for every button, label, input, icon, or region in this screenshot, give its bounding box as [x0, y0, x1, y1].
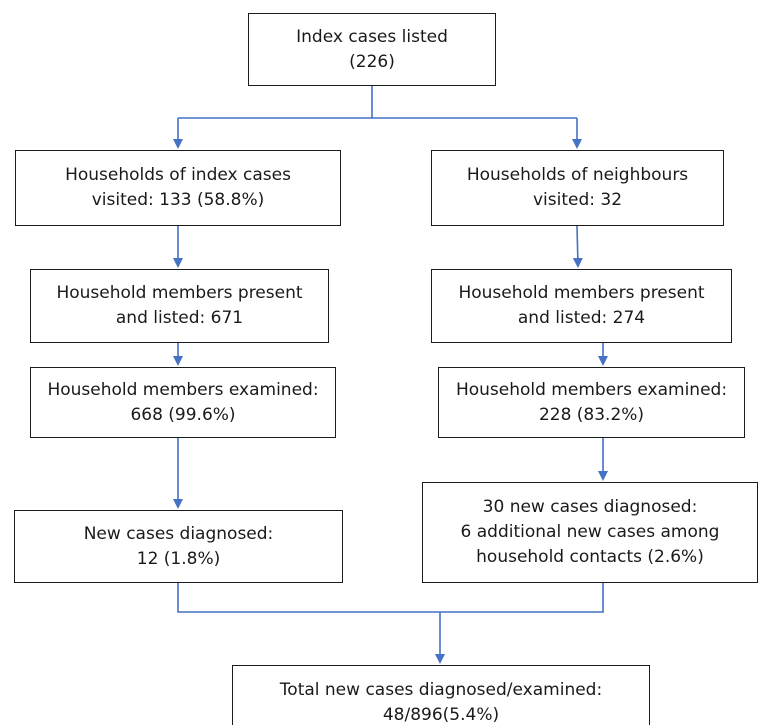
new-cases-left-line-2: 12 (1.8%): [136, 548, 221, 569]
members-listed-left-line-1: Household members present: [56, 283, 303, 303]
members-examined-left-box: Household members examined: 668 (99.6%): [30, 367, 336, 438]
new-cases-right-line-1: 30 new cases diagnosed:: [482, 497, 698, 517]
households-neighbours-line-1: Households of neighbours: [466, 165, 689, 185]
total-new-cases-box: Total new cases diagnosed/examined: 48/8…: [232, 665, 650, 725]
households-neighbours-line-2: visited: 32: [532, 190, 623, 210]
members-examined-left-line-1: Household members examined:: [47, 379, 319, 400]
index-cases-box: Index cases listed (226): [248, 13, 496, 86]
index-cases-line-1: Index cases listed: [296, 26, 448, 47]
new-cases-right-line-3: household contacts (2.6%): [476, 547, 704, 567]
new-cases-right-line-2: 6 additional new cases among: [460, 522, 720, 542]
households-index-box: Households of index cases visited: 133 (…: [15, 150, 341, 226]
index-cases-line-2: (226): [349, 51, 395, 72]
members-examined-right-line-2: 228 (83.2%): [538, 404, 645, 425]
members-listed-right-line-2: and listed: 274: [517, 308, 646, 328]
flowchart-connectors: [173, 86, 608, 664]
arrow-right-households-to-members: [572, 225, 583, 268]
households-index-line-2: visited: 133 (58.8%): [91, 190, 265, 210]
members-listed-left-line-2: and listed: 671: [115, 308, 244, 328]
new-cases-left-box: New cases diagnosed: 12 (1.8%): [14, 510, 343, 583]
households-neighbours-box: Households of neighbours visited: 32: [431, 150, 724, 226]
members-examined-right-line-1: Household members examined:: [455, 379, 728, 400]
members-listed-left-box: Household members present and listed: 67…: [30, 269, 329, 343]
total-new-cases-line-2: 48/896(5.4%): [382, 705, 500, 725]
new-cases-left-line-1: New cases diagnosed:: [83, 523, 274, 544]
members-listed-right-line-1: Household members present: [458, 283, 705, 303]
members-examined-right-box: Household members examined: 228 (83.2%): [438, 367, 745, 438]
total-new-cases-line-1: Total new cases diagnosed/examined:: [279, 680, 603, 700]
households-index-line-1: Households of index cases: [65, 165, 291, 185]
connector-merge-left: [177, 583, 604, 613]
members-listed-right-box: Household members present and listed: 27…: [431, 269, 732, 343]
members-examined-left-line-2: 668 (99.6%): [130, 404, 236, 425]
new-cases-right-box: 30 new cases diagnosed: 6 additional new…: [422, 482, 758, 583]
